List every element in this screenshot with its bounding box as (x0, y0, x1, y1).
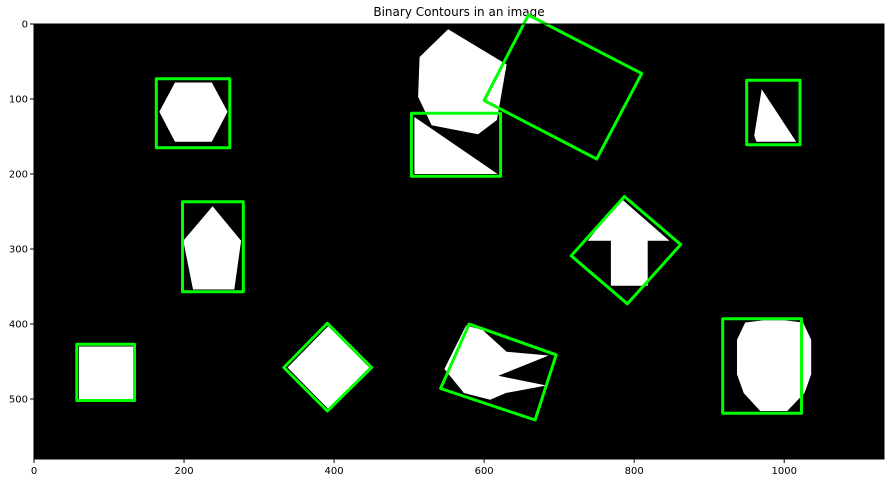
y-axis: 0 100 200 300 400 500 (9, 20, 34, 406)
y-tick-label: 300 (9, 245, 28, 256)
x-tick-label: 1000 (771, 466, 796, 477)
contour-octagon (482, 13, 644, 161)
contour-triangle (745, 78, 802, 147)
shape-square (79, 346, 133, 399)
contour-arrow (569, 195, 683, 306)
shapes-layer (79, 29, 812, 411)
shape-pentagon (183, 206, 242, 290)
y-tick-label: 500 (9, 395, 28, 406)
contour-arrow-notch (439, 322, 558, 422)
x-axis: 0 200 400 600 800 1000 (31, 459, 797, 477)
y-tick-label: 200 (9, 170, 28, 181)
contour-circle (721, 317, 803, 415)
shape-right-triangle (414, 117, 498, 174)
y-tick-label: 0 (22, 20, 28, 31)
contour-hexagon (154, 77, 232, 150)
shape-triangle (754, 89, 797, 142)
shape-diamond (287, 326, 370, 409)
contours-layer (75, 13, 803, 422)
shape-circle (737, 320, 812, 411)
shape-arrow-notch (444, 325, 549, 400)
contour-pentagon (181, 200, 245, 294)
y-tick-label: 100 (9, 95, 28, 106)
contour-right-triangle (409, 111, 503, 178)
chart-title: Binary Contours in an image (373, 5, 544, 19)
y-tick-label: 400 (9, 320, 28, 331)
contour-square (75, 342, 136, 402)
shape-arrow (587, 198, 670, 286)
x-tick-label: 400 (325, 466, 344, 477)
x-tick-label: 0 (31, 466, 37, 477)
x-tick-label: 600 (475, 466, 494, 477)
shape-octagon (418, 29, 507, 135)
x-tick-label: 800 (625, 466, 644, 477)
contour-diamond (282, 321, 374, 413)
shape-hexagon (159, 82, 228, 142)
x-tick-label: 200 (174, 466, 193, 477)
axes-frame (33, 23, 885, 460)
